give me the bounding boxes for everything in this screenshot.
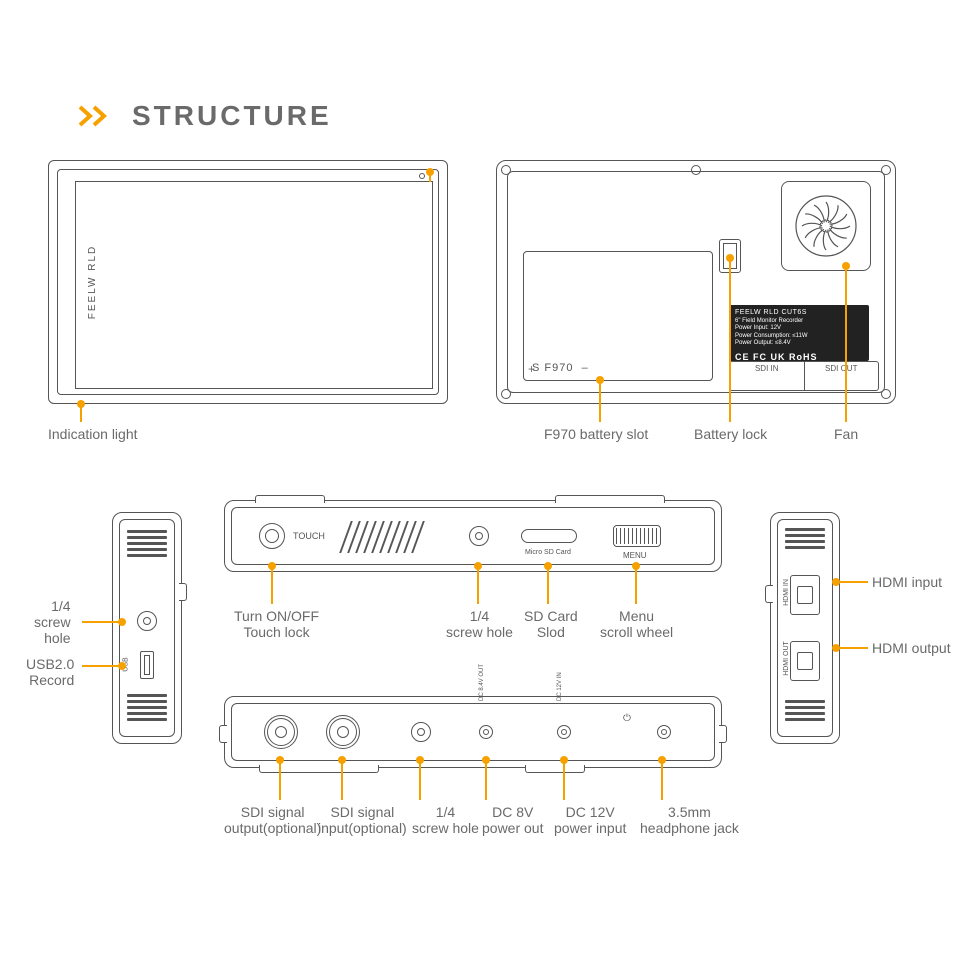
- power-button-icon: [259, 523, 285, 549]
- label-menu: Menu scroll wheel: [600, 608, 673, 640]
- chevrons-icon: [78, 105, 118, 127]
- left-side-view: USB: [112, 512, 182, 744]
- label-dc-out: DC 8V power out: [482, 804, 543, 836]
- sd-card-slot-icon: [521, 529, 577, 543]
- label-battery-slot: F970 battery slot: [544, 426, 648, 442]
- back-view: + S F970 – FEELW RLD CUT6S 6" Field Moni…: [496, 160, 896, 404]
- callout-dot: [77, 400, 85, 408]
- label-fan: Fan: [834, 426, 858, 442]
- screw-hole-icon: [137, 611, 157, 631]
- brand-text: FEELW RLD: [87, 245, 98, 320]
- front-view: FEELW RLD: [48, 160, 448, 404]
- indication-led-icon: [419, 173, 425, 179]
- headphone-jack-icon: [657, 725, 671, 739]
- dc-in-jack-icon: [557, 725, 571, 739]
- dc-out-jack-icon: [479, 725, 493, 739]
- label-indication-light: Indication light: [48, 426, 138, 442]
- label-hdmi-in: HDMI input: [872, 574, 942, 590]
- usb-port-icon: [140, 651, 154, 679]
- label-battery-lock: Battery lock: [694, 426, 767, 442]
- label-sdi-in: SDI signal input(optional): [318, 804, 407, 836]
- sdi-tray: SDI IN SDI OUT: [729, 361, 879, 391]
- label-hp: 3.5mm headphone jack: [640, 804, 739, 836]
- screw-hole-icon: [469, 526, 489, 546]
- label-dc-in: DC 12V power input: [554, 804, 626, 836]
- sdi-in-port-icon: [329, 718, 357, 746]
- scroll-wheel-icon: [613, 525, 661, 547]
- screw-hole-icon: [411, 722, 431, 742]
- right-side-view: HDMI IN HDMI OUT: [770, 512, 840, 744]
- label-sd: SD Card Slod: [524, 608, 578, 640]
- page-title: STRUCTURE: [78, 100, 332, 132]
- label-screw-hole: 1/4 screw hole: [34, 598, 71, 646]
- label-screw-top: 1/4 screw hole: [446, 608, 513, 640]
- label-power: Turn ON/OFF Touch lock: [234, 608, 319, 640]
- title-text: STRUCTURE: [132, 100, 332, 132]
- battery-slot: + S F970 –: [523, 251, 713, 381]
- info-plate: FEELW RLD CUT6S 6" Field Monitor Recorde…: [729, 305, 869, 361]
- top-view: TOUCH Micro SD Card MENU: [224, 500, 722, 572]
- label-screw-bot: 1/4 screw hole: [412, 804, 479, 836]
- hdmi-out-port-icon: [790, 641, 820, 681]
- label-hdmi-out: HDMI output: [872, 640, 951, 656]
- label-sdi-out: SDI signal output(optional): [224, 804, 321, 836]
- label-usb: USB2.0 Record: [26, 656, 74, 688]
- sdi-out-port-icon: [267, 718, 295, 746]
- bottom-view: ⏻ DC 8.4V OUT DC 12V IN: [224, 696, 722, 768]
- hdmi-in-port-icon: [790, 575, 820, 615]
- fan-icon: [781, 181, 871, 271]
